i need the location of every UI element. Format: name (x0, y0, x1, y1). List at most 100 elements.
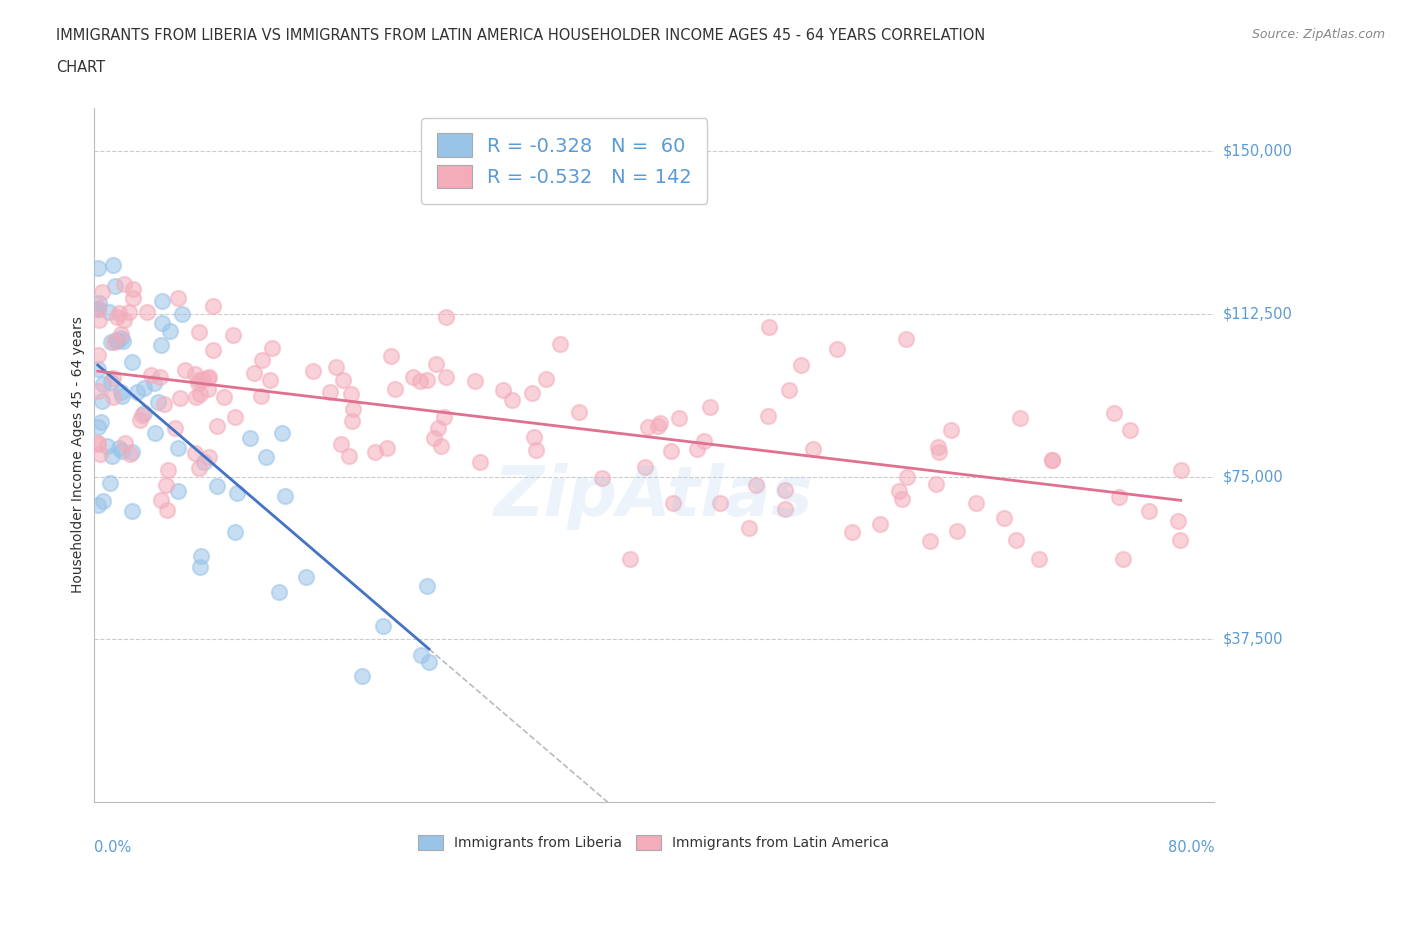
Point (173, 363, 195, 378)
Point (250, 352, 273, 367)
Point (167, 290, 190, 305)
Point (118, 305, 141, 320)
Point (340, 387, 363, 402)
Point (156, 503, 179, 518)
Point (302, 364, 325, 379)
Point (90, 394, 112, 409)
Point (659, 444, 682, 458)
Point (434, 370, 457, 385)
Point (384, 382, 406, 397)
Point (430, 439, 453, 454)
Point (773, 483, 796, 498)
Point (939, 423, 962, 438)
Point (380, 348, 402, 363)
Point (756, 409, 779, 424)
Point (87, 437, 110, 452)
Point (156, 463, 179, 478)
Point (637, 419, 659, 434)
Point (103, 335, 125, 350)
Point (111, 389, 134, 404)
Text: $112,500: $112,500 (1223, 307, 1292, 322)
Point (197, 381, 219, 396)
Point (259, 373, 281, 388)
Point (523, 429, 546, 444)
Point (841, 525, 863, 539)
Point (167, 441, 190, 456)
Point (928, 445, 950, 459)
Point (108, 306, 131, 321)
Point (318, 385, 340, 400)
Point (221, 327, 243, 342)
Point (87, 419, 110, 434)
Point (693, 433, 716, 448)
Point (100, 375, 122, 390)
Point (172, 306, 194, 321)
Point (945, 524, 967, 538)
Point (101, 390, 124, 405)
Point (1170, 463, 1192, 478)
Point (110, 384, 132, 399)
Point (568, 405, 591, 419)
Point (87, 312, 110, 327)
Point (153, 397, 176, 412)
Point (202, 343, 225, 358)
Point (364, 445, 387, 459)
Point (165, 420, 187, 435)
Point (89, 446, 111, 461)
Point (249, 389, 271, 404)
Point (112, 334, 135, 349)
Point (98, 304, 121, 319)
Point (135, 304, 157, 319)
Point (188, 387, 211, 402)
Point (758, 320, 780, 335)
Point (352, 669, 374, 684)
Point (470, 455, 492, 470)
Point (107, 441, 129, 456)
Point (187, 376, 209, 391)
Point (110, 331, 132, 346)
Point (87, 300, 110, 315)
Point (409, 374, 432, 389)
Text: 80.0%: 80.0% (1168, 840, 1215, 855)
Point (773, 501, 796, 516)
Point (524, 443, 547, 458)
Point (87, 498, 110, 512)
Point (294, 570, 316, 585)
Point (1112, 551, 1135, 566)
Point (778, 383, 800, 398)
Point (416, 373, 439, 388)
Point (205, 418, 228, 433)
Point (887, 484, 910, 498)
Point (190, 549, 212, 564)
Text: IMMIGRANTS FROM LIBERIA VS IMMIGRANTS FROM LATIN AMERICA HOUSEHOLDER INCOME AGES: IMMIGRANTS FROM LIBERIA VS IMMIGRANTS FR… (56, 28, 986, 43)
Point (633, 459, 655, 474)
Point (122, 282, 145, 297)
Point (155, 477, 177, 492)
Point (256, 450, 278, 465)
Point (418, 654, 440, 669)
Point (89, 296, 111, 311)
Point (104, 278, 127, 293)
Point (965, 496, 987, 511)
Point (1028, 551, 1050, 566)
Point (239, 430, 262, 445)
Point (193, 455, 215, 470)
Point (894, 332, 917, 347)
Point (112, 312, 135, 327)
Point (198, 450, 221, 465)
Point (827, 341, 849, 356)
Point (342, 401, 364, 416)
Point (896, 470, 918, 485)
Point (188, 325, 211, 339)
Point (243, 365, 266, 380)
Point (142, 376, 165, 391)
Point (224, 525, 246, 539)
Point (143, 426, 166, 441)
Point (150, 294, 173, 309)
Point (699, 400, 721, 415)
Point (993, 511, 1015, 525)
Point (325, 360, 347, 375)
Point (101, 370, 124, 385)
Point (1119, 422, 1142, 437)
Point (100, 335, 122, 350)
